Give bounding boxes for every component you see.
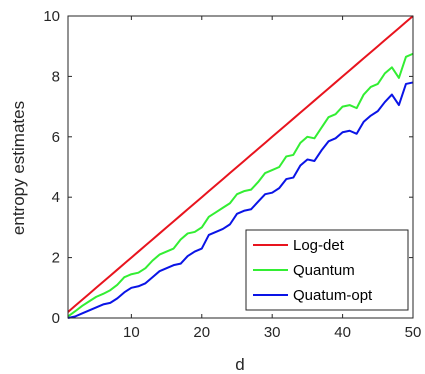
x-tick-label: 50 [405,324,422,341]
x-tick-label: 40 [334,324,351,341]
y-tick-label: 0 [52,310,60,327]
series-line-3 [67,81,414,319]
legend-label-1: Log-det [293,237,345,254]
legend-label-2: Quantum [293,262,355,279]
series-line-1 [67,15,414,313]
x-axis-label: d [235,355,244,374]
x-tick-label: 30 [264,324,281,341]
series-lines [67,15,414,319]
legend-label-3: Quatum-opt [293,287,373,304]
x-tick-label: 20 [193,324,210,341]
y-tick-label: 2 [52,250,60,267]
y-tick-label: 4 [52,189,60,206]
legend-box [245,229,409,311]
y-axis-label: entropy estimates [9,101,28,235]
y-axis-label-group: entropy estimates [9,101,28,235]
series-line-2 [67,52,414,318]
legend: Log-det Quantum Quatum-opt [245,229,409,311]
y-tick-label: 10 [43,8,60,25]
plot-border [67,15,414,319]
y-tick-label: 6 [52,129,60,146]
y-tick-label: 8 [52,68,60,85]
x-tick-label: 10 [123,324,140,341]
